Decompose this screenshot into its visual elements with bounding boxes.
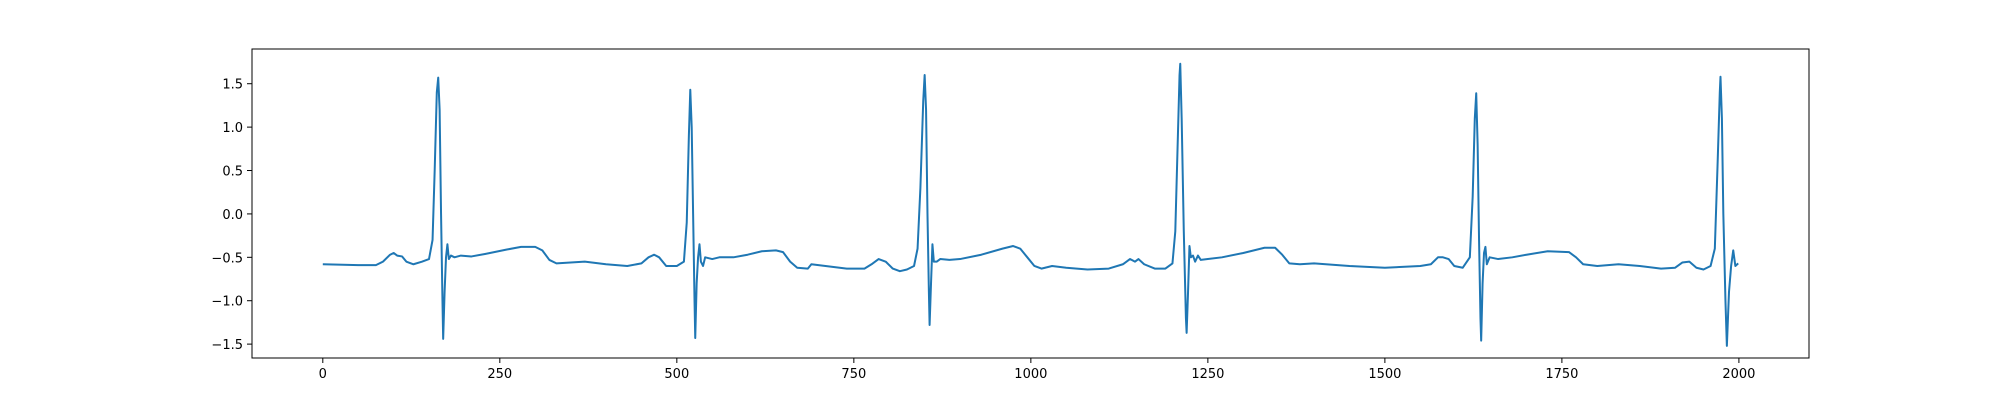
y-tick-label: 0.0	[222, 208, 243, 223]
x-tick-label: 250	[487, 367, 512, 382]
y-tick-label: −0.5	[211, 251, 243, 266]
y-tick-label: −1.0	[211, 295, 243, 310]
y-tick-label: 0.5	[222, 165, 243, 180]
plot-frame	[251, 48, 1810, 359]
x-tick-label: 750	[841, 367, 866, 382]
x-tick-label: 1500	[1368, 367, 1401, 382]
x-tick-label: 500	[664, 367, 689, 382]
y-tick-label: 1.5	[222, 78, 243, 93]
y-tick-label: −1.5	[211, 338, 243, 353]
x-tick-label: 0	[319, 367, 327, 382]
y-tick-label: 1.0	[222, 121, 243, 136]
x-tick-label: 1750	[1545, 367, 1578, 382]
line-series	[322, 62, 1739, 347]
x-tick-label: 2000	[1722, 367, 1755, 382]
x-tick-label: 1250	[1191, 367, 1224, 382]
x-tick-label: 1000	[1014, 367, 1047, 382]
